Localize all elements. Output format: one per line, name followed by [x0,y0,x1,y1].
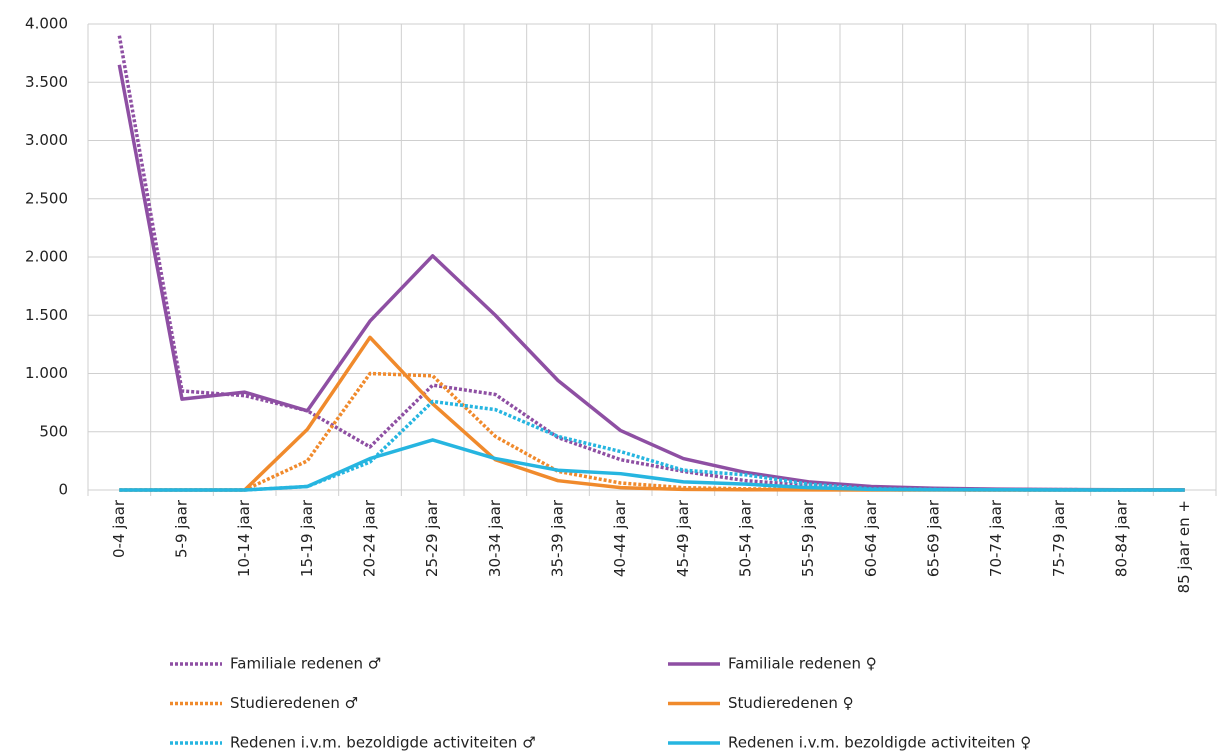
x-tick-label: 60-64 jaar [862,499,880,577]
legend-label: Studieredenen ♂ [230,694,358,712]
y-tick-label: 2.000 [25,248,68,266]
x-tick-label: 10-14 jaar [235,499,253,577]
legend-label: Familiale redenen ♂ [230,655,381,673]
series-line [119,371,1185,492]
legend-label: Redenen i.v.m. bezoldigde activiteiten ♀ [728,734,1031,752]
x-tick-label: 45-49 jaar [674,499,692,577]
x-tick-label: 35-39 jaar [549,499,567,577]
x-tick-label: 25-29 jaar [423,499,441,577]
x-tick-label: 65-69 jaar [925,499,943,577]
y-tick-label: 0 [58,481,68,499]
x-tick-label: 55-59 jaar [799,499,817,577]
x-tick-label: 40-44 jaar [611,499,629,577]
x-tick-label: 70-74 jaar [987,499,1005,577]
x-tick-label: 30-34 jaar [486,499,504,577]
y-tick-label: 3.500 [25,73,68,91]
x-tick-label: 50-54 jaar [737,499,755,577]
y-tick-label: 1.500 [25,306,68,324]
x-tick-label: 15-19 jaar [298,499,316,577]
x-tick-label: 85 jaar en + [1175,500,1193,593]
x-tick-label: 75-79 jaar [1050,499,1068,577]
y-tick-label: 2.500 [25,189,68,207]
y-tick-label: 1.000 [25,364,68,382]
legend-label: Studieredenen ♀ [728,694,854,712]
y-tick-label: 3.000 [25,131,68,149]
series-line [119,438,1185,492]
y-tick-label: 4.000 [25,15,68,33]
x-tick-label: 80-84 jaar [1113,499,1131,577]
x-tick-label: 5-9 jaar [173,499,191,558]
y-tick-label: 500 [39,422,68,440]
x-tick-label: 20-24 jaar [361,499,379,577]
x-tick-label: 0-4 jaar [110,499,128,558]
legend-label: Redenen i.v.m. bezoldigde activiteiten ♂ [230,734,536,752]
legend-label: Familiale redenen ♀ [728,655,877,673]
